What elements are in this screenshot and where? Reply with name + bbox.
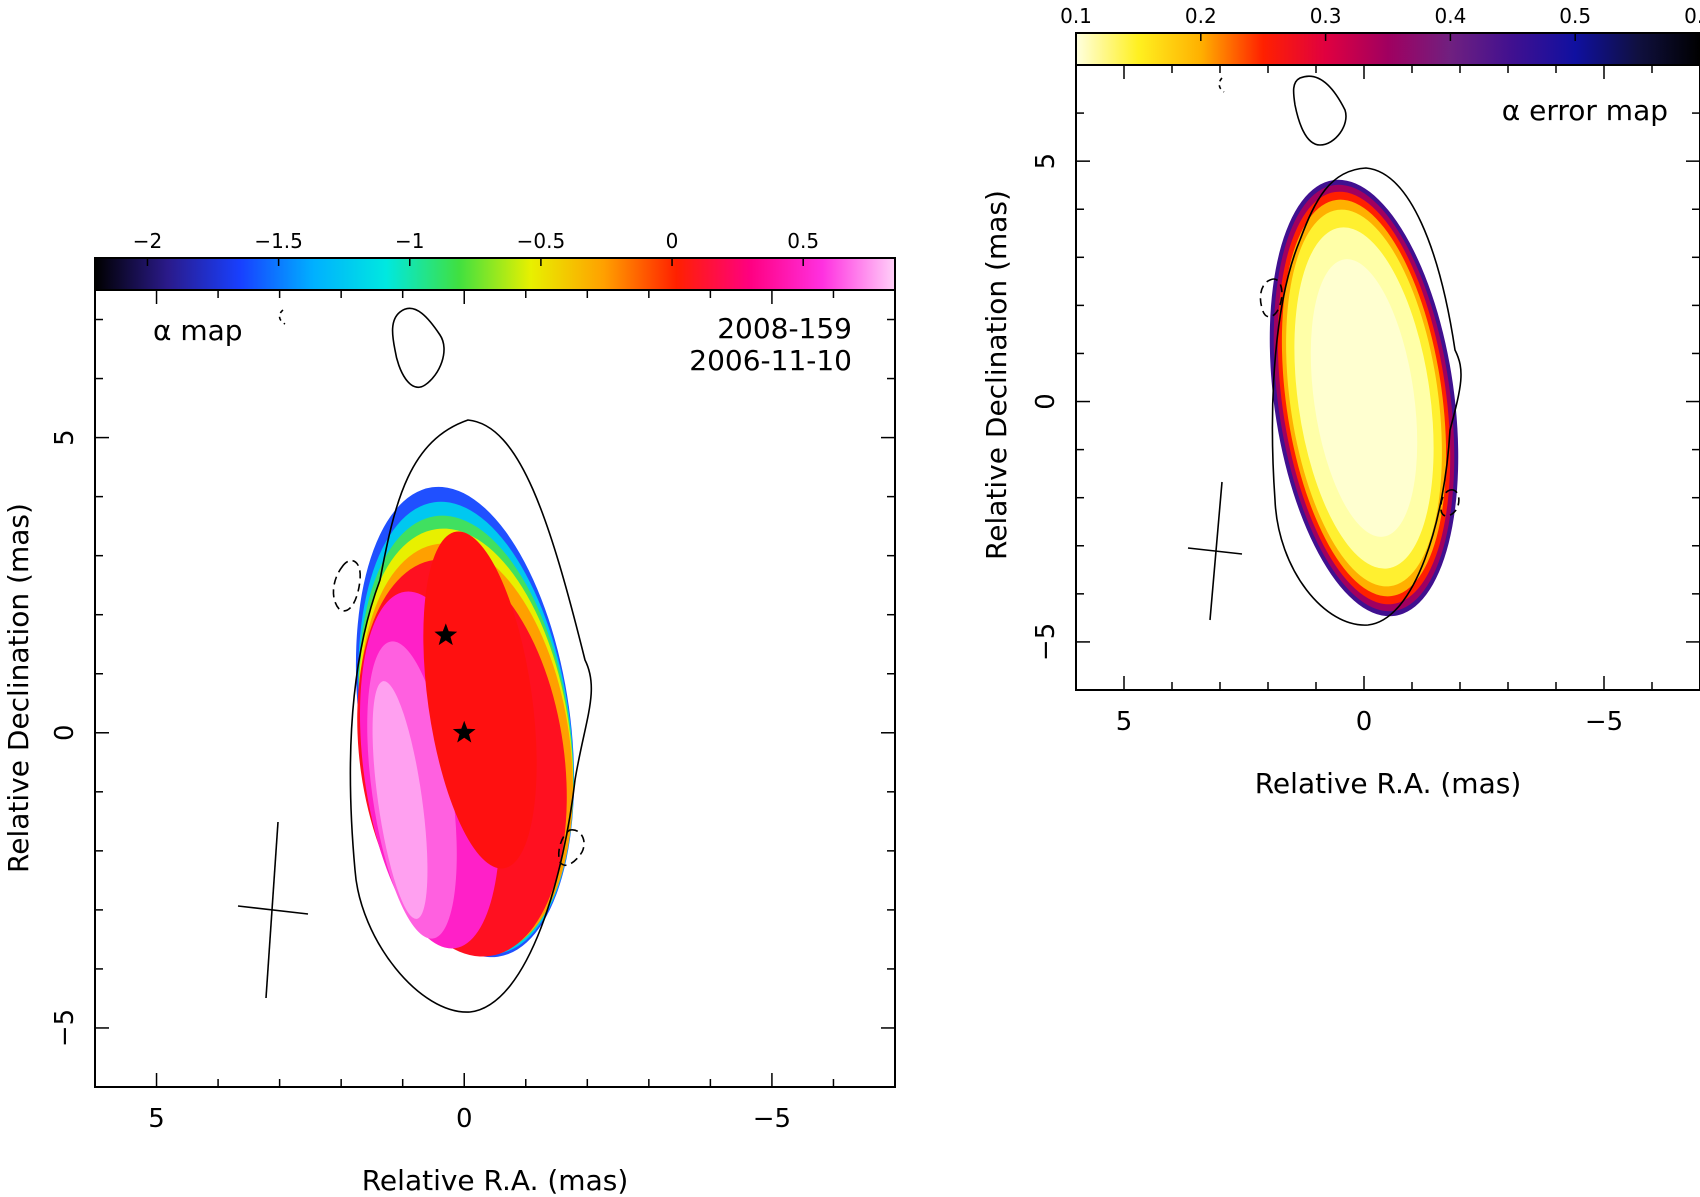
alpha-map-xtick-label: 5 bbox=[148, 1104, 165, 1134]
alpha-map-colorbar-tick-label: 0 bbox=[666, 229, 679, 253]
component-star-marker bbox=[452, 720, 476, 743]
alpha-map-xlabel: Relative R.A. (mas) bbox=[362, 1164, 629, 1197]
alpha-error-map-xtick-label: 0 bbox=[1356, 707, 1373, 737]
alpha-error-map-colorbar-tick-label: 0.1 bbox=[1060, 4, 1092, 28]
alpha-colorbar-gradient bbox=[94, 257, 896, 291]
alpha-error-map-title: α error map bbox=[1502, 94, 1668, 127]
alpha-error-map-colorbar-tick-label: 0.2 bbox=[1185, 4, 1217, 28]
alpha-map-xtick-label: −5 bbox=[753, 1104, 791, 1134]
alpha-map-ytick-label: 0 bbox=[50, 725, 80, 742]
alpha-map-colorbar-tick-label: 0.5 bbox=[787, 229, 819, 253]
alpha-error-map-ytick-label: 0 bbox=[1031, 393, 1061, 410]
alpha-error-map-panel: 0.1 0.2 0.3 0.4 0.5 0.6 bbox=[980, 4, 1700, 800]
alpha-error-map-ylabel: Relative Declination (mas) bbox=[980, 190, 1013, 560]
alpha-map-colorbar-tick-label: −1.5 bbox=[254, 229, 303, 253]
alpha-map-markers bbox=[434, 623, 476, 743]
alpha-error-map-ytick-label: −5 bbox=[1031, 623, 1061, 661]
alpha-map-colorbar-tick-label: −1 bbox=[395, 229, 424, 253]
alpha-error-map-colorbar-tick-label: 0.6 bbox=[1684, 4, 1700, 28]
alpha-map-panel: −2 −1.5 −1 −0.5 0 0.5 bbox=[2, 229, 896, 1197]
alpha-map-ylabel: Relative Declination (mas) bbox=[2, 503, 35, 873]
alpha-map-observation-date: 2006-11-10 bbox=[689, 344, 852, 377]
alpha-error-map-axes: 5 0 −5 −5 0 5 bbox=[1031, 64, 1700, 737]
alpha-map-source-name: 2008-159 bbox=[717, 312, 852, 345]
alpha-error-colorbar: 0.1 0.2 0.3 0.4 0.5 0.6 bbox=[1060, 4, 1700, 66]
alpha-map-colorbar-tick-label: −0.5 bbox=[517, 229, 566, 253]
alpha-map-ytick-label: −5 bbox=[50, 1009, 80, 1047]
alpha-colorbar: −2 −1.5 −1 −0.5 0 0.5 bbox=[94, 229, 896, 291]
alpha-error-map-xtick-label: 5 bbox=[1116, 707, 1133, 737]
alpha-error-colorbar-gradient bbox=[1075, 32, 1700, 66]
alpha-error-map-xtick-label: −5 bbox=[1585, 707, 1623, 737]
alpha-map-colorbar-tick-label: −2 bbox=[133, 229, 162, 253]
alpha-map-beam bbox=[237, 821, 309, 999]
alpha-map-axes: 5 0 −5 −5 0 5 bbox=[50, 290, 896, 1134]
alpha-map-xtick-label: 0 bbox=[456, 1104, 473, 1134]
alpha-error-map-colorbar-tick-label: 0.3 bbox=[1310, 4, 1342, 28]
component-star-marker bbox=[434, 623, 458, 646]
alpha-map-plot-area bbox=[237, 307, 593, 1013]
alpha-map-frame bbox=[94, 289, 896, 1088]
alpha-map-title: α map bbox=[153, 314, 243, 347]
alpha-error-map-colorbar-tick-label: 0.5 bbox=[1559, 4, 1591, 28]
alpha-error-map-xlabel: Relative R.A. (mas) bbox=[1255, 767, 1522, 800]
alpha-error-map-colour-layers bbox=[1269, 179, 1459, 617]
alpha-map-contours bbox=[278, 307, 593, 1013]
alpha-map-ytick-label: 5 bbox=[50, 429, 80, 446]
alpha-error-map-ytick-label: 5 bbox=[1031, 153, 1061, 170]
alpha-error-map-frame bbox=[1075, 64, 1700, 691]
alpha-error-map-plot-area bbox=[1187, 75, 1462, 626]
alpha-error-map-beam bbox=[1187, 481, 1243, 621]
alpha-error-map-colorbar-tick-label: 0.4 bbox=[1434, 4, 1466, 28]
alpha-error-map-contours bbox=[1218, 75, 1462, 626]
